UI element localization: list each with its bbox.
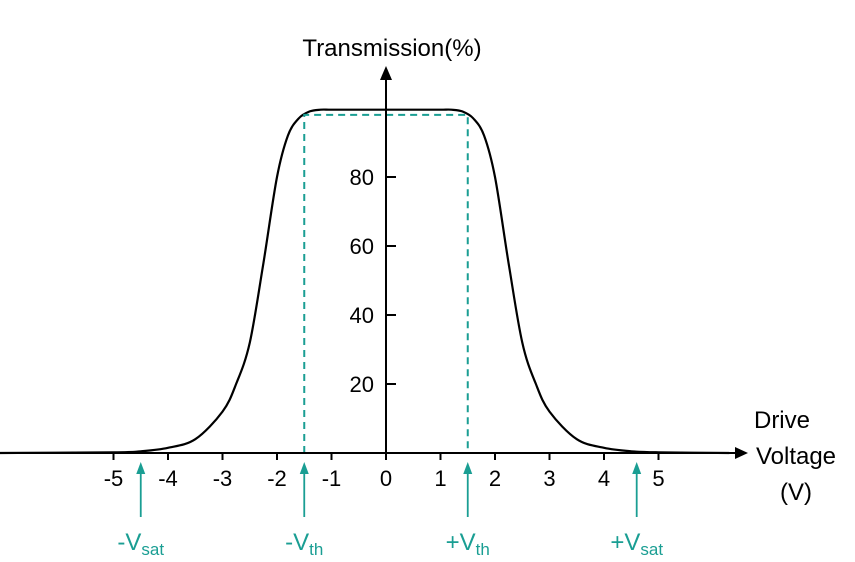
marker-pos-vth: +Vth bbox=[446, 462, 490, 559]
plot-area bbox=[0, 108, 730, 455]
x-tick-label: -2 bbox=[267, 466, 287, 491]
tick-group: -5 -4 -3 -2 -1 0 1 2 3 4 5 20 40 60 80 bbox=[104, 165, 665, 491]
x-tick-label: -1 bbox=[322, 466, 342, 491]
x-tick-label: 0 bbox=[380, 466, 392, 491]
x-tick-label: 4 bbox=[598, 466, 610, 491]
x-axis-title: Drive Voltage (V) bbox=[754, 407, 836, 506]
x-tick-label: -4 bbox=[158, 466, 178, 491]
voltage-markers: -Vsat -Vth +Vth +Vsat bbox=[117, 462, 663, 559]
marker-label: +Vth bbox=[446, 529, 490, 559]
x-tick-label: 1 bbox=[434, 466, 446, 491]
x-tick-label: -3 bbox=[213, 466, 233, 491]
threshold-dashed-box bbox=[303, 113, 469, 453]
marker-arrowhead bbox=[299, 462, 309, 474]
transmission-curve-0 bbox=[0, 108, 730, 455]
x-tick-label: 5 bbox=[652, 466, 664, 491]
marker-label: -Vsat bbox=[117, 529, 164, 559]
x-tick-label: 3 bbox=[543, 466, 555, 491]
x-axis-arrowhead bbox=[735, 447, 748, 459]
marker-arrowhead bbox=[632, 462, 642, 474]
marker-arrowhead bbox=[463, 462, 473, 474]
axes bbox=[14, 66, 748, 459]
marker-pos-vsat: +Vsat bbox=[610, 462, 663, 559]
x-tick-label: -5 bbox=[104, 466, 124, 491]
marker-arrowhead bbox=[136, 462, 146, 474]
y-tick-label: 80 bbox=[350, 165, 374, 190]
marker-neg-vth: -Vth bbox=[285, 462, 323, 559]
y-tick-label: 40 bbox=[350, 303, 374, 328]
marker-label: +Vsat bbox=[610, 529, 663, 559]
marker-neg-vsat: -Vsat bbox=[117, 462, 164, 559]
y-axis-arrowhead bbox=[380, 66, 392, 80]
marker-label: -Vth bbox=[285, 529, 323, 559]
y-axis-title: Transmission(%) bbox=[302, 35, 481, 62]
x-axis-title-line-2: Voltage bbox=[756, 443, 836, 470]
y-tick-label: 20 bbox=[350, 372, 374, 397]
x-tick-label: 2 bbox=[489, 466, 501, 491]
y-tick-label: 60 bbox=[350, 234, 374, 259]
x-axis-title-line-1: Drive bbox=[754, 407, 810, 434]
x-axis-title-line-3: (V) bbox=[780, 479, 812, 506]
